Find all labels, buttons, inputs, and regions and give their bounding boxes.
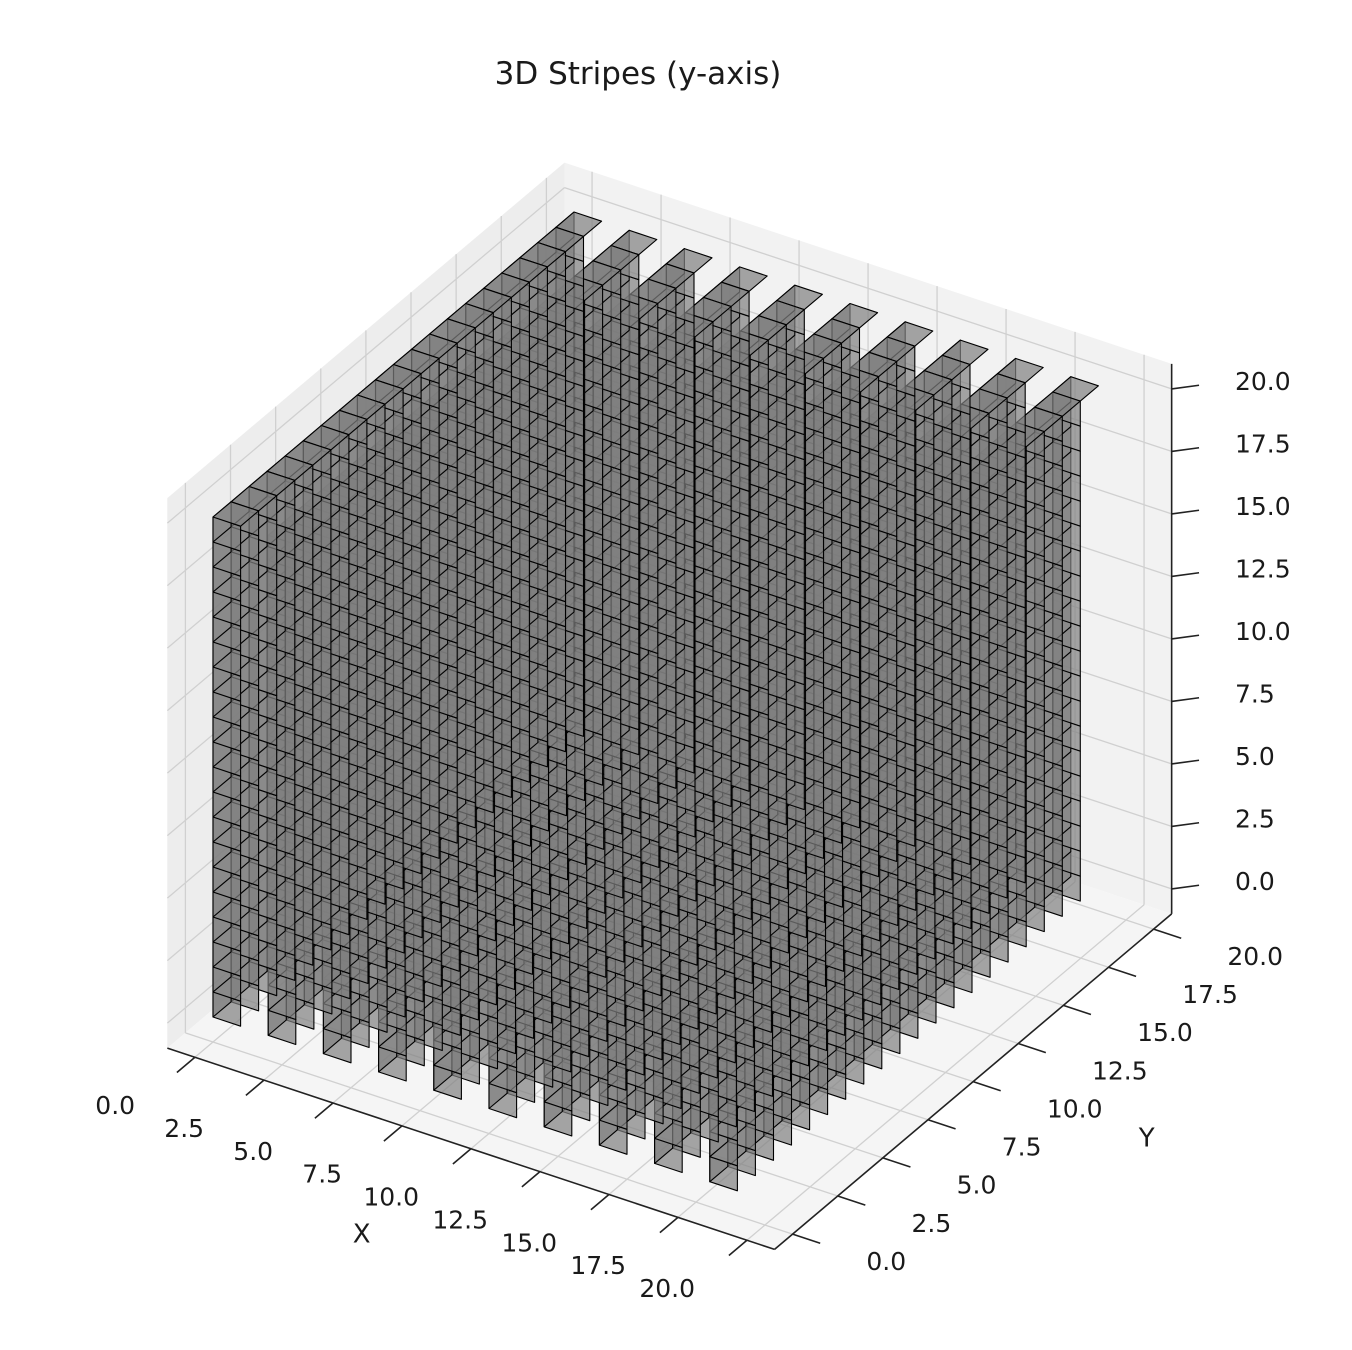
x-tick: [383, 1125, 403, 1142]
z-tick: [1171, 509, 1200, 515]
y-tick: [882, 1157, 911, 1168]
voxel-stripes: [212, 211, 1099, 1192]
z-tick: [1171, 759, 1200, 765]
z-tick: [1171, 446, 1200, 453]
y-tick: [1063, 1004, 1092, 1016]
y-tick: [927, 1119, 956, 1130]
x-tick: [452, 1148, 472, 1165]
y-tick: [972, 1080, 1001, 1092]
chart-title: 3D Stripes (y-axis): [494, 56, 782, 92]
y-tick: [792, 1233, 821, 1245]
x-tick: [176, 1056, 196, 1074]
axis-lines: [167, 363, 1200, 1257]
y-tick: [1017, 1042, 1047, 1054]
x-tick: [728, 1239, 748, 1257]
z-tick: [1171, 384, 1200, 390]
z-tick: [1171, 634, 1200, 640]
x-tick: [521, 1171, 541, 1188]
z-tick: [1171, 821, 1200, 828]
grid-line: [166, 187, 565, 524]
x-tick: [314, 1102, 334, 1119]
y-tick: [1153, 928, 1182, 940]
x-tick: [590, 1193, 610, 1211]
y-tick: [837, 1195, 866, 1206]
grid-line: [564, 186, 1172, 390]
x-tick: [659, 1216, 679, 1234]
grid-line: [746, 904, 1145, 1241]
z-tick: [1171, 884, 1200, 890]
y-tick: [1108, 966, 1137, 978]
z-tick: [1171, 696, 1200, 703]
x-tick: [245, 1079, 265, 1096]
z-tick: [1171, 571, 1200, 578]
